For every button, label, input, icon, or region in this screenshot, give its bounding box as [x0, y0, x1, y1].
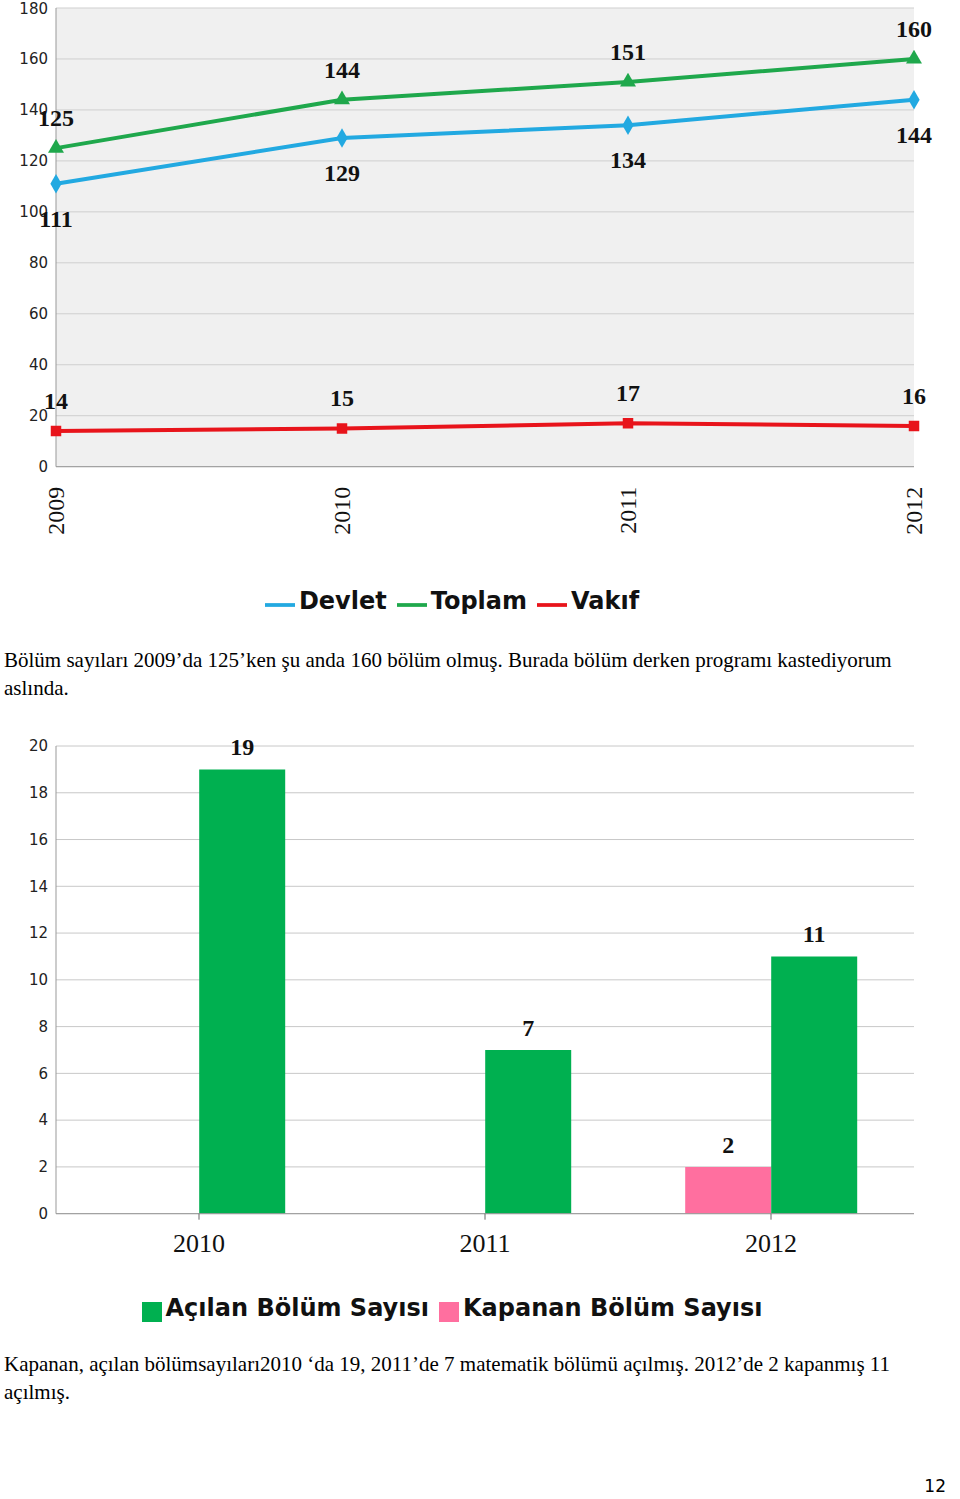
svg-text:14: 14: [44, 388, 68, 414]
svg-text:151: 151: [610, 39, 646, 65]
svg-text:160: 160: [19, 50, 48, 68]
html-text:Kapanan, açılan bölümsayıları2: Kapanan, açılan bölümsayıları2010 ‘da 19…: [4, 1352, 891, 1404]
svg-text:17: 17: [616, 380, 640, 406]
svg-text:60: 60: [29, 305, 48, 323]
html-text:Açılan Bölüm Sayısı: Açılan Bölüm Sayısı: [165, 1293, 429, 1322]
svg-text:2011: 2011: [615, 487, 641, 534]
svg-text:19: 19: [230, 734, 254, 760]
svg-text:80: 80: [29, 254, 48, 272]
svg-text:10: 10: [29, 971, 48, 989]
html-text:12: 12: [924, 1476, 946, 1496]
svg-text:2011: 2011: [459, 1229, 510, 1258]
svg-text:2010: 2010: [173, 1229, 225, 1258]
svg-text:160: 160: [896, 16, 932, 42]
svg-text:2010: 2010: [329, 487, 355, 535]
svg-text:12: 12: [29, 924, 48, 942]
svg-text:14: 14: [29, 878, 48, 896]
svg-text:20: 20: [28, 407, 48, 425]
svg-text:144: 144: [896, 122, 932, 148]
svg-text:100: 100: [19, 203, 48, 222]
svg-text:129: 129: [324, 160, 360, 186]
svg-text:0: 0: [38, 1205, 48, 1223]
svg-text:20: 20: [29, 737, 48, 755]
svg-text:120: 120: [19, 152, 48, 170]
svg-text:2: 2: [722, 1132, 734, 1158]
svg-text:180: 180: [19, 0, 48, 18]
svg-text:144: 144: [324, 57, 360, 83]
html-text:Bölüm sayıları 2009’da 125’ken: Bölüm sayıları 2009’da 125’ken şu anda 1…: [4, 648, 892, 700]
svg-text:7: 7: [522, 1015, 534, 1041]
svg-text:15: 15: [330, 385, 354, 411]
svg-text:140: 140: [19, 101, 48, 120]
svg-text:2012: 2012: [901, 487, 927, 535]
html-text:Devlet: Devlet: [298, 586, 387, 615]
html-text:Toplam: Toplam: [430, 586, 527, 615]
svg-text:0: 0: [38, 458, 48, 476]
svg-text:40: 40: [29, 356, 48, 374]
svg-text:18: 18: [29, 784, 48, 802]
svg-text:134: 134: [610, 147, 646, 173]
svg-text:6: 6: [38, 1065, 48, 1083]
svg-text:11: 11: [803, 921, 826, 947]
svg-text:111: 111: [39, 206, 72, 232]
svg-text:16: 16: [902, 383, 926, 409]
svg-text:16: 16: [29, 831, 48, 849]
html-text:Vakıf: Vakıf: [571, 586, 640, 615]
svg-text:2: 2: [38, 1158, 48, 1176]
svg-text:125: 125: [38, 105, 74, 131]
svg-text:4: 4: [38, 1111, 48, 1129]
svg-text:2012: 2012: [745, 1229, 797, 1258]
html-text:Kapanan Bölüm Sayısı: Kapanan Bölüm Sayısı: [463, 1293, 763, 1322]
svg-text:8: 8: [38, 1018, 48, 1036]
svg-text:2009: 2009: [43, 487, 69, 535]
